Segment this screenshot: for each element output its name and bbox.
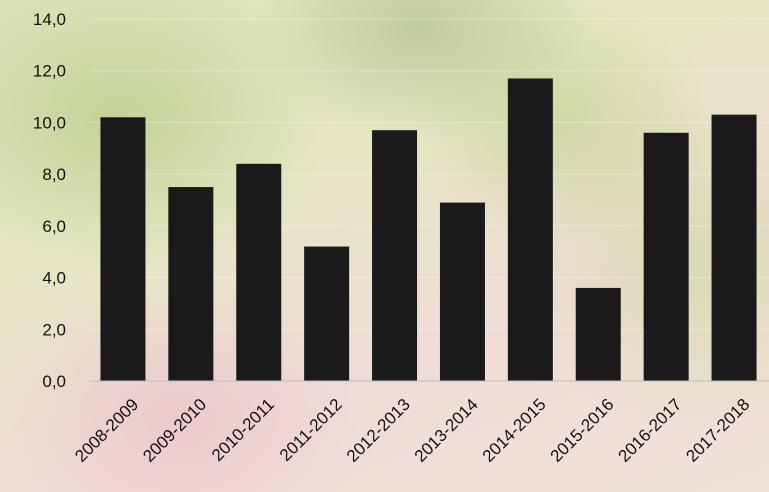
x-axis-labels: 2008-20092009-20102010-20112011-20122012… [71, 395, 753, 466]
y-tick-label: 6,0 [42, 217, 66, 236]
x-tick-label: 2008-2009 [71, 395, 142, 466]
bar-2015-2016 [575, 287, 621, 381]
bars [100, 78, 757, 382]
bar-2013-2014 [439, 202, 485, 381]
y-axis-ticks: 0,0 2,0 4,0 6,0 8,0 10,0 12,0 14,0 [33, 10, 66, 391]
y-tick-label: 12,0 [33, 62, 66, 81]
x-tick-label: 2017-2018 [682, 395, 753, 466]
y-tick-label: 10,0 [33, 113, 66, 132]
y-tick-label: 0,0 [42, 372, 66, 391]
x-tick-label: 2012-2013 [343, 395, 414, 466]
x-tick-label: 2009-2010 [139, 395, 210, 466]
x-tick-label: 2014-2015 [479, 395, 550, 466]
y-tick-label: 2,0 [42, 320, 66, 339]
y-tick-label: 8,0 [42, 165, 66, 184]
bar-2016-2017 [643, 132, 689, 381]
y-tick-label: 14,0 [33, 10, 66, 29]
bar-2017-2018 [711, 114, 757, 382]
x-tick-label: 2016-2017 [615, 395, 686, 466]
bar-2009-2010 [168, 187, 214, 381]
bar-2010-2011 [236, 163, 282, 381]
x-tick-label: 2011-2012 [276, 395, 346, 465]
bar-2011-2012 [304, 246, 350, 381]
y-tick-label: 4,0 [42, 269, 66, 288]
x-tick-label: 2010-2011 [208, 395, 278, 465]
bar-2008-2009 [100, 117, 146, 381]
x-tick-label: 2013-2014 [411, 395, 482, 466]
bar-2012-2013 [372, 130, 418, 381]
bar-2014-2015 [507, 78, 553, 381]
x-tick-label: 2015-2016 [547, 395, 618, 466]
